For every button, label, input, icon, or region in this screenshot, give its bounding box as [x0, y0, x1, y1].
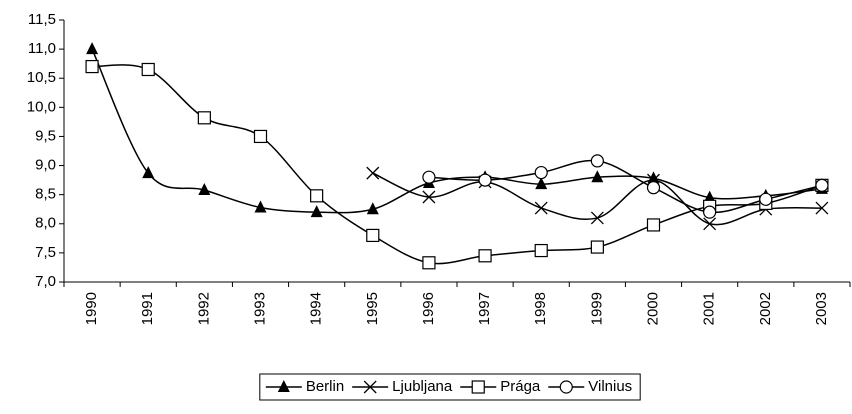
x-tick-label: 1999 [588, 292, 605, 325]
marker [141, 62, 155, 77]
x-tick-label: 1991 [139, 292, 156, 325]
x-tick-label: 1995 [364, 292, 381, 325]
marker [815, 178, 829, 192]
marker [591, 170, 604, 183]
marker [254, 200, 267, 213]
marker [366, 166, 380, 180]
y-tick-label: 8,5 [35, 186, 56, 203]
marker [198, 183, 211, 196]
legend-label: Ljubljana [392, 378, 453, 395]
marker [759, 192, 773, 206]
legend-item: Berlin [265, 378, 344, 395]
marker [534, 165, 548, 180]
x-tick-label: 1994 [308, 292, 325, 325]
legend-label: Vilnius [588, 378, 632, 395]
marker [471, 380, 485, 394]
marker [422, 256, 436, 270]
marker [478, 173, 492, 187]
marker [366, 202, 379, 215]
y-tick-label: 9,5 [35, 127, 56, 144]
marker [590, 211, 604, 225]
marker [253, 129, 268, 144]
series-line [92, 64, 823, 265]
x-tick-label: 2001 [701, 292, 718, 325]
marker [85, 59, 99, 74]
x-tick-label: 2003 [813, 292, 830, 325]
y-tick-label: 11,0 [28, 40, 56, 57]
y-tick-label: 10,0 [27, 98, 56, 115]
y-tick-label: 7,0 [35, 273, 56, 290]
x-tick-label: 2002 [757, 292, 774, 325]
marker [590, 154, 604, 168]
y-tick-label: 7,5 [35, 244, 56, 261]
marker [559, 380, 573, 394]
marker [310, 205, 323, 218]
marker [478, 249, 492, 263]
marker [590, 240, 604, 254]
x-tick-label: 1998 [532, 292, 549, 325]
y-tick-label: 9,0 [35, 157, 56, 174]
y-tick-label: 8,0 [35, 215, 56, 232]
marker [277, 380, 290, 392]
marker [703, 217, 717, 231]
marker [534, 201, 548, 215]
series-line [91, 48, 823, 214]
marker [366, 228, 380, 243]
legend: Berlin Ljubljana Prága Vilnius [259, 373, 641, 401]
x-tick-label: 1992 [195, 292, 212, 325]
legend-label: Prága [500, 378, 541, 395]
marker [142, 166, 155, 179]
x-tick-label: 2000 [644, 292, 661, 325]
marker [197, 111, 211, 125]
legend-item: Prága [460, 378, 541, 395]
x-tick-label: 1993 [251, 292, 268, 325]
x-tick-label: 1996 [420, 292, 437, 325]
marker [646, 181, 661, 195]
x-tick-label: 1997 [476, 292, 493, 325]
x-tick-label: 1990 [83, 292, 100, 325]
marker [534, 243, 548, 258]
marker [703, 190, 716, 203]
marker [535, 177, 548, 190]
marker [422, 190, 436, 204]
marker [310, 189, 324, 203]
y-tick-label: 11,5 [28, 11, 56, 28]
legend-item: Vilnius [548, 378, 632, 395]
marker [815, 201, 829, 215]
marker [86, 42, 99, 55]
y-tick-label: 10,5 [27, 69, 56, 86]
marker [703, 205, 717, 219]
legend-label: Berlin [306, 378, 344, 395]
legend-item: Ljubljana [352, 378, 453, 395]
marker [363, 380, 377, 394]
marker [646, 218, 661, 232]
marker [422, 170, 436, 184]
